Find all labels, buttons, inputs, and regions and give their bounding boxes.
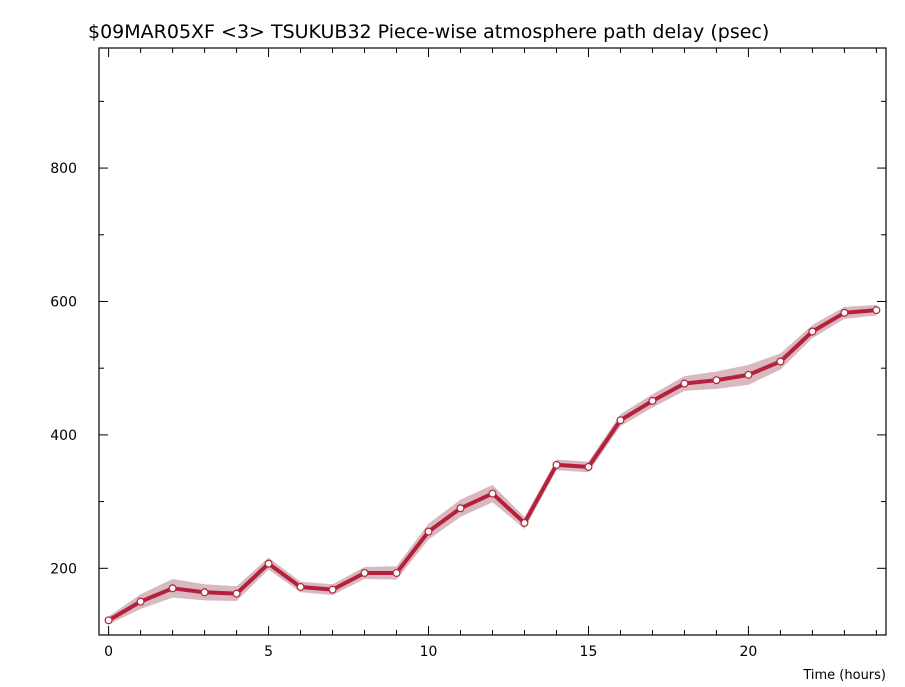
data-point: [136, 597, 145, 606]
y-tick-label: 800: [50, 161, 77, 177]
x-tick-label: 10: [420, 644, 438, 660]
data-point: [872, 306, 881, 315]
data-point: [296, 582, 305, 591]
data-point: [104, 616, 113, 625]
x-tick-label: 20: [740, 644, 758, 660]
series-line-layer: [106, 308, 879, 623]
x-axis-label: Time (hours): [802, 668, 886, 683]
data-points: [104, 306, 881, 625]
uncertainty-band: [108, 304, 877, 625]
data-point: [168, 584, 177, 593]
ticks: 0 5 10 15 20 200 400 600 800: [50, 48, 886, 660]
data-point: [744, 370, 753, 379]
data-point: [520, 518, 529, 527]
data-point: [648, 396, 657, 405]
series-line: [106, 308, 879, 623]
data-point: [328, 585, 337, 594]
error-band-layer: [108, 304, 877, 625]
data-point: [776, 357, 785, 366]
data-point: [424, 527, 433, 536]
data-point: [712, 376, 721, 385]
data-point: [552, 460, 561, 469]
data-point: [584, 462, 593, 471]
data-point: [680, 379, 689, 388]
data-point: [360, 568, 369, 577]
axes: [98, 47, 887, 636]
data-point: [264, 559, 273, 568]
data-point: [232, 589, 241, 598]
data-point: [840, 308, 849, 317]
chart-title: $09MAR05XF <3> TSUKUB32 Piece-wise atmos…: [88, 21, 769, 43]
y-tick-label: 600: [50, 294, 77, 310]
data-point: [488, 489, 497, 498]
data-point: [392, 568, 401, 577]
y-tick-label: 400: [50, 428, 77, 444]
y-tick-label: 200: [50, 561, 77, 577]
plot-frame: [98, 47, 887, 636]
data-point: [808, 327, 817, 336]
x-tick-label: 15: [580, 644, 598, 660]
data-point: [200, 588, 209, 597]
x-tick-label: 5: [264, 644, 273, 660]
data-point: [456, 504, 465, 513]
x-tick-label: 0: [104, 644, 113, 660]
data-point: [616, 416, 625, 425]
